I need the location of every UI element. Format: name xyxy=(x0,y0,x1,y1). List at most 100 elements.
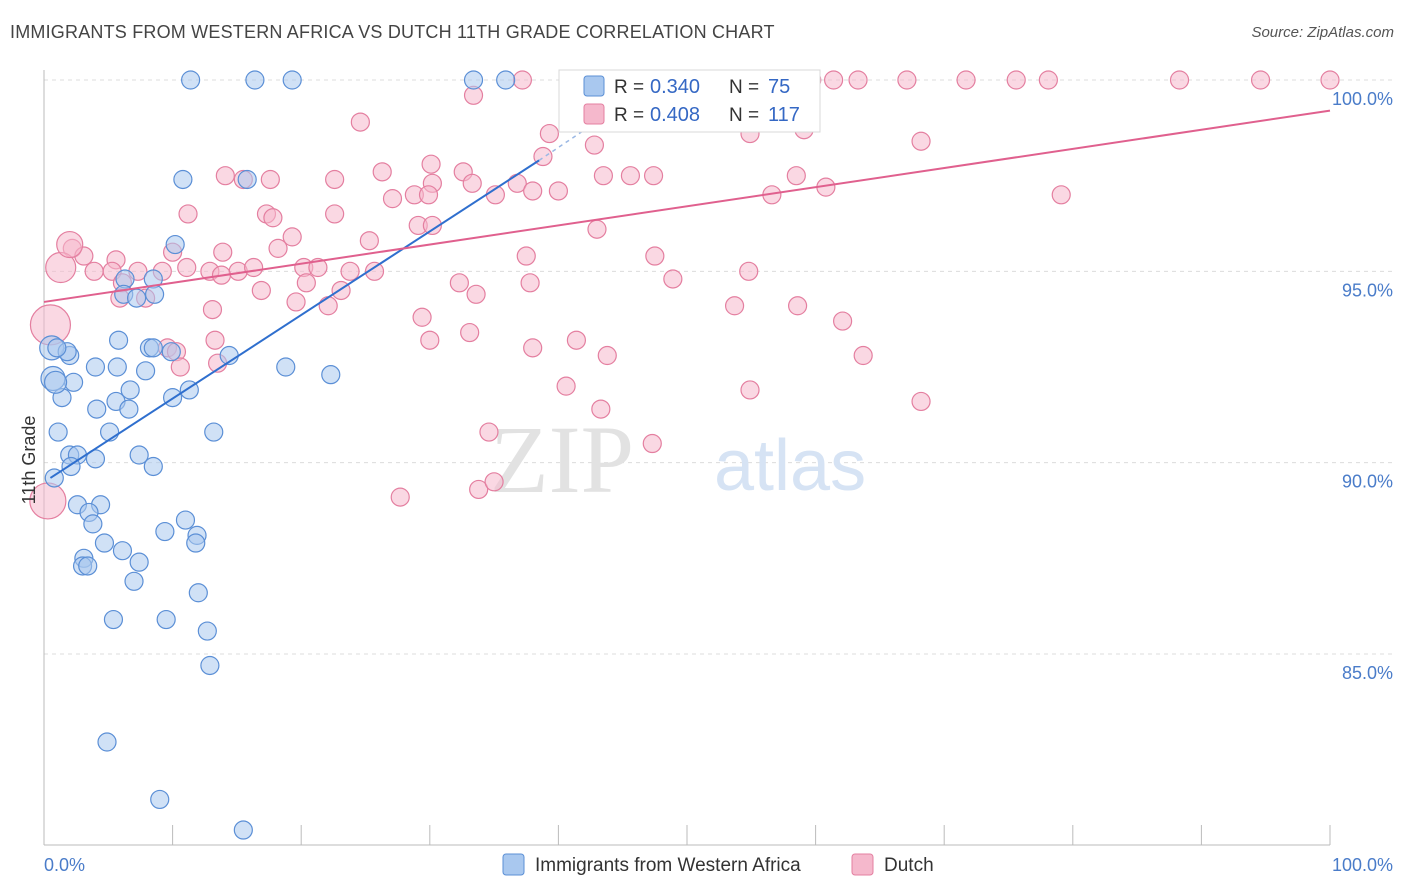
data-point xyxy=(263,208,283,228)
data-point xyxy=(584,135,605,155)
data-point xyxy=(202,300,223,320)
data-point xyxy=(479,422,499,442)
data-point xyxy=(56,230,84,259)
data-point xyxy=(237,169,257,190)
data-point xyxy=(150,789,170,810)
data-point xyxy=(739,261,759,281)
data-point xyxy=(97,732,117,752)
watermark-atlas: atlas xyxy=(714,426,866,506)
data-point xyxy=(911,391,931,412)
data-point xyxy=(462,173,482,193)
data-point xyxy=(466,284,486,304)
trend-lines xyxy=(43,109,1331,479)
data-point xyxy=(83,514,103,534)
data-point xyxy=(204,422,224,442)
data-point xyxy=(213,242,233,262)
data-point xyxy=(245,70,265,90)
data-point xyxy=(422,215,442,236)
chart-source: Source: ZipAtlas.com xyxy=(1251,24,1394,41)
data-point xyxy=(135,361,156,381)
data-point xyxy=(897,70,917,90)
data-point xyxy=(1320,70,1340,90)
gridlines xyxy=(44,79,1392,655)
legend-swatch-pink xyxy=(583,103,605,125)
data-point xyxy=(215,166,235,186)
data-point xyxy=(155,521,175,542)
data-point xyxy=(539,123,559,144)
data-point xyxy=(103,609,124,630)
data-point xyxy=(463,70,484,90)
data-point xyxy=(663,269,683,289)
data-point xyxy=(364,261,385,281)
legend-n-label-2: N = xyxy=(729,105,759,126)
data-point xyxy=(321,365,341,385)
data-point xyxy=(296,273,316,293)
data-point xyxy=(484,472,504,492)
data-point xyxy=(144,284,165,304)
data-point xyxy=(1250,70,1271,90)
data-point xyxy=(786,166,806,186)
data-point xyxy=(325,204,345,224)
tick-labels: 85.0% 90.0% 95.0% 100.0% 0.0% 100.0% xyxy=(44,89,1393,875)
legend-r-value-2: 0.408 xyxy=(650,104,700,126)
data-point xyxy=(119,399,139,419)
data-point xyxy=(233,820,253,840)
data-point xyxy=(85,357,106,377)
data-point xyxy=(620,166,641,186)
data-point xyxy=(63,372,84,392)
data-point xyxy=(418,185,439,205)
data-point xyxy=(382,189,403,209)
data-point xyxy=(197,621,217,641)
watermark: ZIP atlas xyxy=(490,406,866,513)
series-western-africa-points xyxy=(39,70,516,840)
data-point xyxy=(276,357,296,377)
data-point xyxy=(107,357,127,377)
data-point xyxy=(548,181,569,201)
correlation-legend: R = 0.340 N = 75 R = 0.408 N = 117 xyxy=(558,69,821,133)
bottom-legend-label-pink: Dutch xyxy=(884,855,934,876)
watermark-zip: ZIP xyxy=(490,406,634,513)
data-point xyxy=(325,169,345,190)
legend-r-value-1: 0.340 xyxy=(650,76,700,98)
data-point xyxy=(48,422,68,442)
chart-title: IMMIGRANTS FROM WESTERN AFRICA VS DUTCH … xyxy=(10,22,775,42)
data-point xyxy=(643,166,664,186)
data-point xyxy=(1169,70,1190,90)
data-point xyxy=(308,257,328,278)
data-point xyxy=(460,322,480,343)
data-point xyxy=(200,655,220,676)
series-dutch-points xyxy=(29,70,1340,520)
data-point xyxy=(170,357,190,377)
y-tick-label: 100.0% xyxy=(1332,89,1393,109)
x-tick-label: 100.0% xyxy=(1332,855,1393,875)
data-point xyxy=(1051,185,1071,205)
data-point xyxy=(188,583,208,603)
data-point xyxy=(126,288,147,308)
trend-line-dutch xyxy=(43,109,1331,303)
data-point xyxy=(412,307,432,327)
data-point xyxy=(390,487,410,507)
data-point xyxy=(566,330,587,350)
data-point xyxy=(372,162,392,182)
y-tick-label: 95.0% xyxy=(1342,280,1393,300)
series-legend: Immigrants from Western Africa Dutch xyxy=(502,853,934,876)
data-point xyxy=(205,330,225,350)
data-point xyxy=(244,257,264,278)
data-point xyxy=(642,433,662,454)
data-point xyxy=(523,181,543,201)
data-point xyxy=(282,227,302,247)
data-point xyxy=(78,556,98,576)
data-point xyxy=(496,70,516,90)
data-point xyxy=(178,204,198,224)
data-point xyxy=(43,370,68,394)
data-point xyxy=(512,70,532,90)
data-point xyxy=(186,533,206,553)
data-point xyxy=(156,609,176,630)
data-point xyxy=(84,261,104,281)
bottom-legend-swatch-blue xyxy=(502,853,525,876)
data-point xyxy=(181,70,201,90)
data-point xyxy=(175,510,196,530)
bottom-legend-label-blue: Immigrants from Western Africa xyxy=(535,855,801,876)
legend-n-label-1: N = xyxy=(729,77,759,98)
